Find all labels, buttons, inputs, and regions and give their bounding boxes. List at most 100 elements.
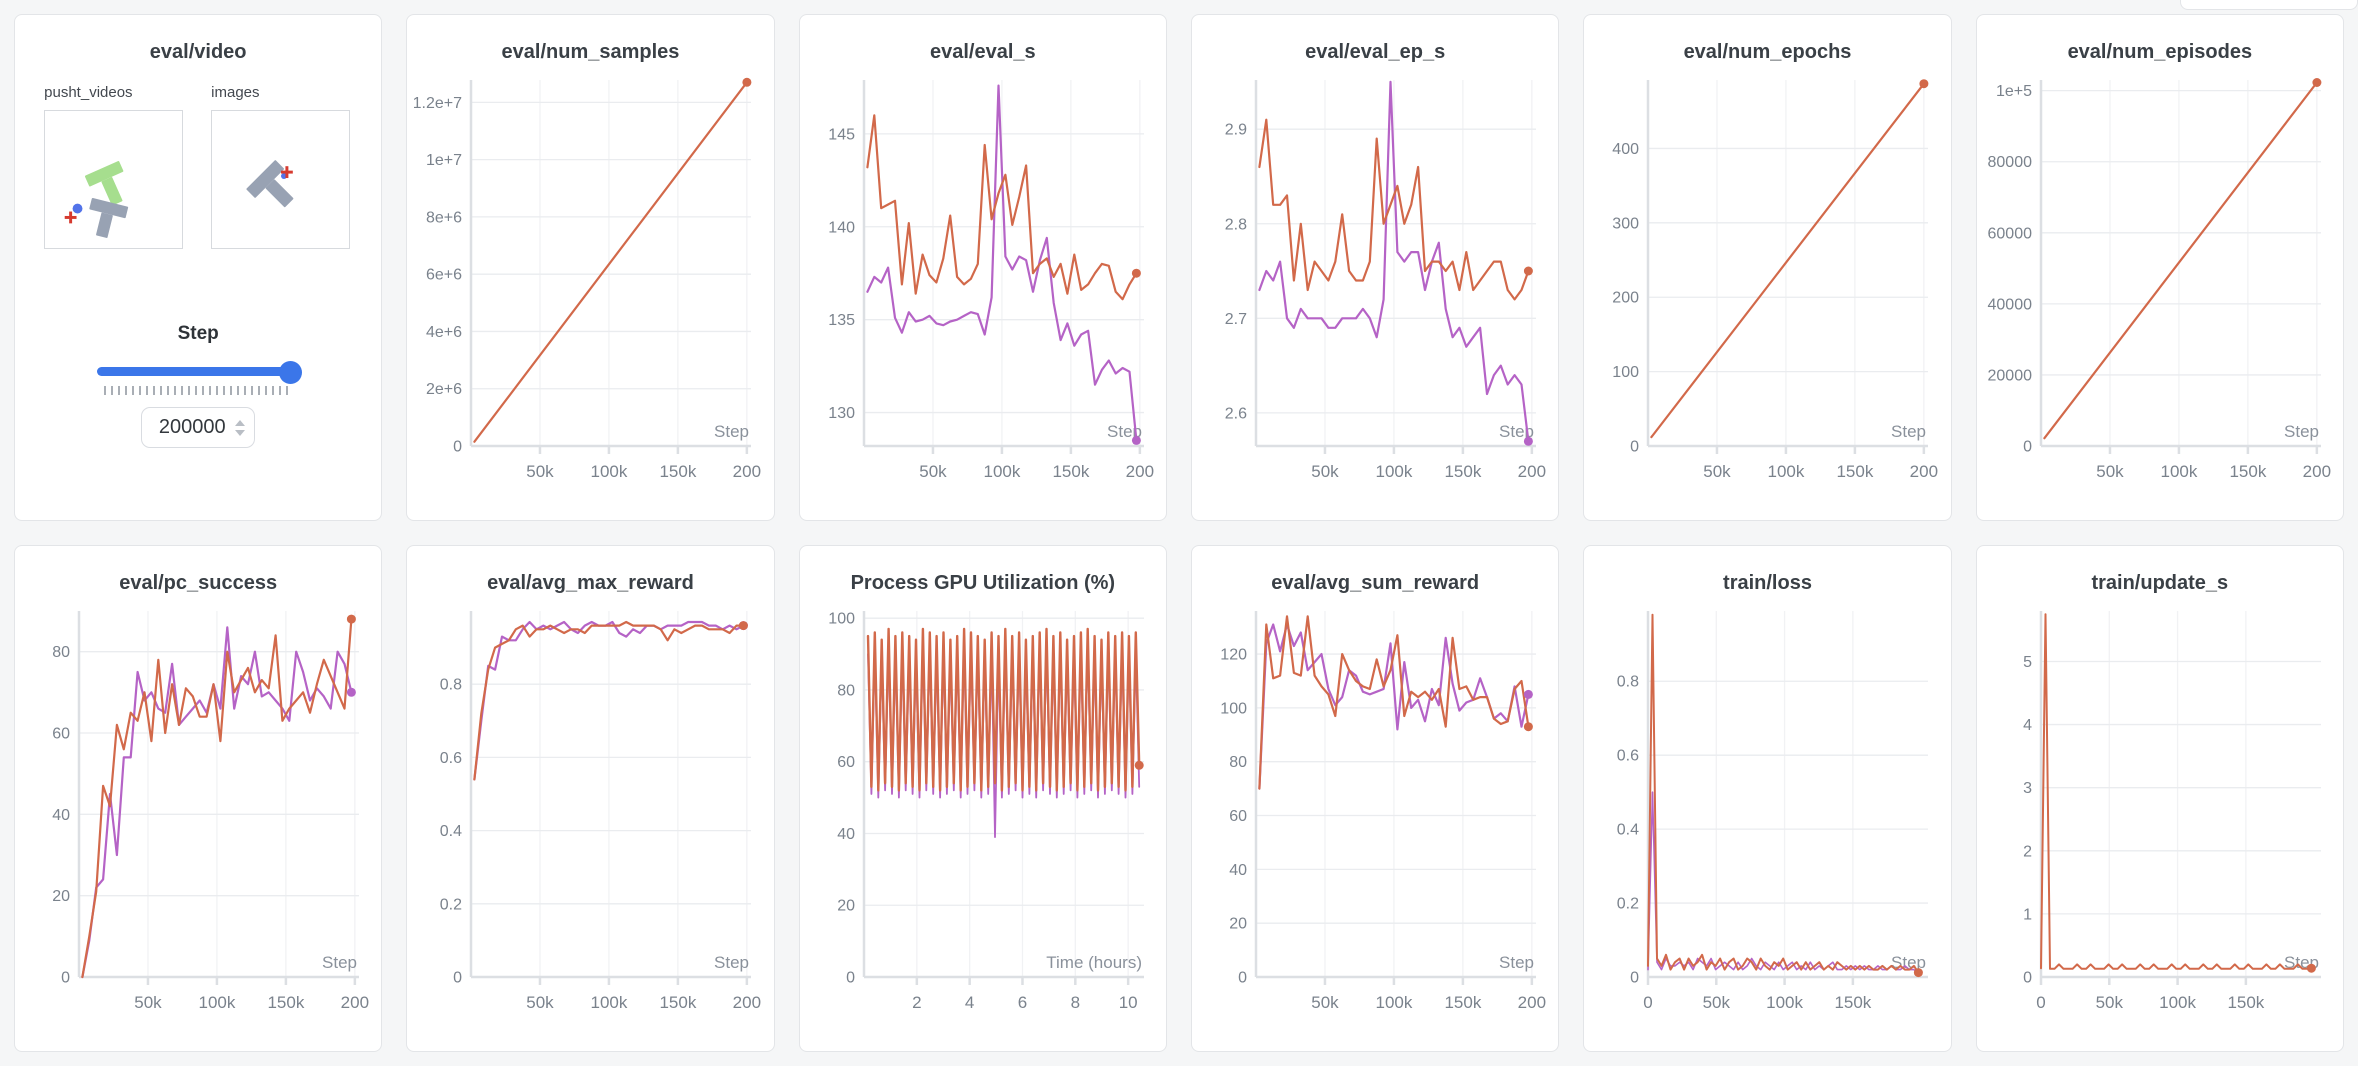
svg-text:80000: 80000 <box>1987 154 2032 171</box>
svg-text:Time (hours): Time (hours) <box>1046 953 1142 972</box>
svg-text:150k: 150k <box>660 993 697 1012</box>
chart-plot-pc_success[interactable]: 0 20 40 60 80 50k 100k 150k 200 Step <box>22 601 374 1025</box>
chart-panel-train_loss: train/loss 0 0.2 0.4 0.6 0.8 0 50k 100k 150k Step <box>1583 545 1952 1052</box>
svg-text:200: 200 <box>2303 462 2331 481</box>
step-number-input-box[interactable] <box>141 407 256 448</box>
chart-panel-train_update_s: train/update_s 0 1 2 3 4 5 0 50k 100k 150k Step <box>1975 545 2344 1052</box>
svg-text:100k: 100k <box>1767 993 1804 1012</box>
chart-plot-eval_ep_s[interactable]: 2.6 2.7 2.8 2.9 50k 100k 150k 200 Step <box>1199 70 1551 494</box>
step-slider-thumb[interactable] <box>279 361 303 384</box>
chart-plot-gpu_util[interactable]: 0 20 40 60 80 100 2 4 6 8 10 Time (hours) <box>807 601 1159 1025</box>
step-section: Step <box>15 323 381 448</box>
svg-text:2.7: 2.7 <box>1225 311 1247 328</box>
chart-panel-num_episodes: eval/num_episodes 0 20000 40000 60000 80000 1e… <box>1975 14 2344 521</box>
svg-text:2: 2 <box>2023 843 2032 860</box>
step-slider-track[interactable] <box>97 367 300 376</box>
chart-panel-gpu_util: Process GPU Utilization (%) 0 20 40 60 80 100 2… <box>798 545 1167 1052</box>
svg-text:100k: 100k <box>983 462 1020 481</box>
svg-text:0.2: 0.2 <box>1617 896 1639 913</box>
svg-text:5: 5 <box>2023 654 2032 671</box>
svg-text:80: 80 <box>837 682 855 699</box>
svg-text:20: 20 <box>1229 916 1247 933</box>
svg-text:150k: 150k <box>1445 993 1482 1012</box>
svg-text:0.6: 0.6 <box>440 750 462 767</box>
red-cross <box>281 166 293 179</box>
chart-plot-num_epochs[interactable]: 0 100 200 300 400 50k 100k 150k 200 Step <box>1591 70 1943 494</box>
svg-text:4: 4 <box>965 993 974 1012</box>
media-col-images: images <box>211 76 352 249</box>
svg-text:60: 60 <box>1229 808 1247 825</box>
red-cross <box>64 211 77 224</box>
svg-text:1e+7: 1e+7 <box>426 152 462 169</box>
pusht-scene-image <box>64 161 129 238</box>
chart-title: eval/num_epochs <box>1683 41 1852 63</box>
blue-dot <box>72 203 83 214</box>
svg-text:135: 135 <box>828 312 855 329</box>
svg-text:Step: Step <box>715 422 750 441</box>
svg-text:0: 0 <box>454 970 463 987</box>
svg-text:50k: 50k <box>527 462 555 481</box>
svg-text:60: 60 <box>837 754 855 771</box>
svg-text:100: 100 <box>1220 700 1247 717</box>
svg-text:0: 0 <box>1631 970 1640 987</box>
svg-text:1e+5: 1e+5 <box>1996 83 2032 100</box>
stepper-up-icon[interactable] <box>234 419 245 426</box>
gray-t-shape <box>89 197 129 238</box>
svg-text:0: 0 <box>1631 439 1640 456</box>
svg-text:Step: Step <box>1499 953 1534 972</box>
svg-text:100k: 100k <box>2159 993 2196 1012</box>
chart-plot-avg_max_reward[interactable]: 0 0.2 0.4 0.6 0.8 50k 100k 150k 200 Step <box>414 601 766 1025</box>
svg-text:20: 20 <box>52 888 70 905</box>
chart-plot-num_samples[interactable]: 0 2e+6 4e+6 6e+6 8e+6 1e+7 1.2e+7 50k 100k 150k 20… <box>414 70 766 494</box>
svg-text:100k: 100k <box>591 993 628 1012</box>
chart-title: eval/pc_success <box>119 572 278 594</box>
svg-text:100: 100 <box>1613 364 1640 381</box>
step-slider[interactable] <box>97 361 303 384</box>
gray-t-shape <box>246 160 294 208</box>
chart-plot-eval_s[interactable]: 130 135 140 145 50k 100k 150k 200 Step <box>807 70 1159 494</box>
stepper-down-icon[interactable] <box>234 429 245 436</box>
svg-text:Step: Step <box>2284 422 2319 441</box>
svg-text:200: 200 <box>1126 462 1154 481</box>
svg-text:200: 200 <box>1613 290 1640 307</box>
svg-text:150k: 150k <box>268 993 305 1012</box>
chart-panel-eval_s: eval/eval_s 130 135 140 145 50k 100k 150k 200 Ste… <box>798 14 1167 521</box>
chart-title: eval/num_episodes <box>2067 41 2253 63</box>
svg-text:50k: 50k <box>919 462 947 481</box>
chart-plot-avg_sum_reward[interactable]: 0 20 40 60 80 100 120 50k 100k 150k 200 Step <box>1199 601 1551 1025</box>
step-number-input[interactable] <box>151 415 228 440</box>
svg-text:6e+6: 6e+6 <box>426 267 462 284</box>
svg-text:100k: 100k <box>1768 462 1805 481</box>
svg-text:400: 400 <box>1613 141 1640 158</box>
svg-text:10: 10 <box>1119 993 1138 1012</box>
svg-text:80: 80 <box>1229 754 1247 771</box>
svg-text:Step: Step <box>715 953 750 972</box>
svg-text:200: 200 <box>1518 462 1546 481</box>
svg-text:0: 0 <box>454 439 463 456</box>
svg-text:150k: 150k <box>1445 462 1482 481</box>
svg-text:140: 140 <box>828 219 855 236</box>
svg-text:2e+6: 2e+6 <box>426 381 462 398</box>
svg-text:80: 80 <box>52 644 70 661</box>
chart-panel-pc_success: eval/pc_success 0 20 40 60 80 50k 100k 150k 200 St… <box>14 545 383 1052</box>
svg-text:40: 40 <box>52 807 70 824</box>
svg-text:Step: Step <box>1892 422 1927 441</box>
chart-panel-avg_max_reward: eval/avg_max_reward 0 0.2 0.4 0.6 0.8 50k 100k 1… <box>406 545 775 1052</box>
svg-text:Step: Step <box>322 953 357 972</box>
svg-text:8: 8 <box>1070 993 1079 1012</box>
svg-text:200: 200 <box>1910 462 1938 481</box>
svg-text:0.2: 0.2 <box>440 896 462 913</box>
svg-text:200: 200 <box>341 993 369 1012</box>
pusht-video-thumbnail[interactable] <box>44 110 184 249</box>
svg-text:50k: 50k <box>1311 993 1339 1012</box>
svg-text:0.4: 0.4 <box>1617 822 1639 839</box>
number-stepper[interactable] <box>234 419 245 436</box>
svg-text:8e+6: 8e+6 <box>426 209 462 226</box>
images-thumbnail[interactable] <box>211 110 351 249</box>
svg-text:20: 20 <box>837 898 855 915</box>
chart-plot-num_episodes[interactable]: 0 20000 40000 60000 80000 1e+5 50k 100k 150k 200 S… <box>1984 70 2336 494</box>
svg-text:0: 0 <box>2036 993 2045 1012</box>
